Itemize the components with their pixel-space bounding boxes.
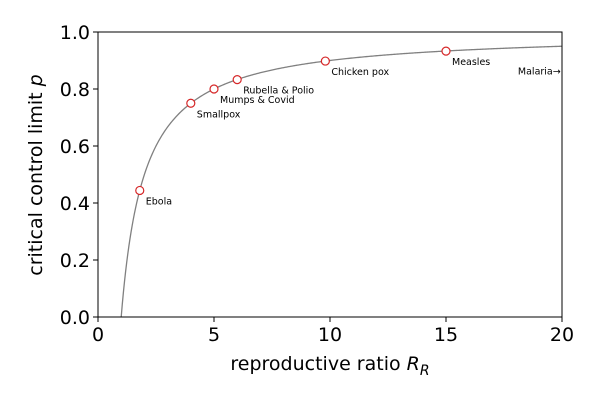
y-tick-label-1: 0.2 (60, 250, 90, 272)
y-axis-title-text: critical control limit (25, 92, 47, 275)
y-tick-label-3: 0.6 (60, 136, 90, 158)
x-axis-title-sub: R (420, 363, 430, 379)
data-point-0 (135, 185, 145, 196)
data-point-label-1: Smallpox (197, 109, 241, 120)
annotation-0: Malaria→ (518, 67, 561, 78)
axes-frame (97, 31, 563, 318)
x-tick-label-2: 10 (318, 324, 342, 346)
data-point-label-5: Measles (452, 57, 490, 68)
data-point-5 (441, 46, 451, 56)
y-axis-title: critical control limit p (25, 74, 47, 275)
x-tick-label-1: 5 (208, 324, 220, 346)
data-point-label-4: Chicken pox (331, 67, 389, 78)
plot-area: 0 5 10 15 20 0.0 0.2 0.4 0.6 0.8 1.0 Ebola Smallpox M… (60, 22, 574, 346)
x-axis-title-var: R (407, 353, 420, 375)
y-tick-label-5: 1.0 (60, 22, 90, 44)
data-point-2 (209, 84, 219, 94)
y-tick-label-4: 0.8 (60, 79, 90, 101)
y-tick-label-0: 0.0 (60, 307, 90, 329)
series-line-0 (120, 45, 562, 317)
x-axis-title: reproductive ratio RR (230, 353, 429, 379)
data-point-3 (232, 74, 242, 85)
y-axis-title-var: p (25, 74, 47, 87)
x-tick-label-0: 0 (92, 324, 104, 346)
x-tick-label-4: 20 (550, 324, 574, 346)
data-point-label-3: Rubella & Polio (243, 86, 314, 97)
x-axis-title-text: reproductive ratio (230, 353, 400, 375)
y-tick-label-2: 0.4 (60, 193, 90, 215)
data-point-4 (320, 56, 330, 66)
data-point-1 (186, 98, 196, 108)
data-point-label-0: Ebola (146, 196, 172, 207)
x-tick-label-3: 15 (434, 324, 458, 346)
data-point-label-2: Mumps & Covid (220, 95, 295, 106)
